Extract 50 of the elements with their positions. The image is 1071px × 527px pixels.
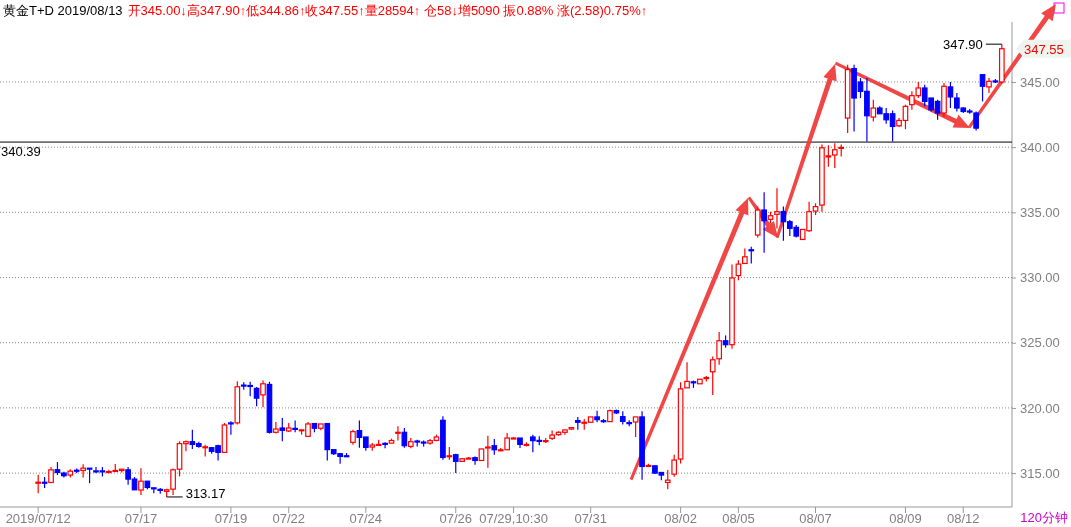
x-tick-label: 2019/07/12	[5, 511, 71, 526]
x-tick-label: 07/17	[124, 511, 158, 526]
y-tick-label: 330.00	[1020, 270, 1060, 286]
candlestick	[228, 420, 234, 436]
candlestick	[632, 416, 639, 438]
candlestick	[279, 417, 286, 442]
candlestick	[472, 455, 478, 466]
candlestick	[260, 379, 266, 408]
y-tick-label: 325.00	[1020, 335, 1060, 351]
candlestick	[253, 386, 260, 407]
text: 120分钟	[1020, 510, 1068, 525]
y-tick-label: 340.00	[1020, 139, 1060, 155]
annotation: 313.17	[185, 485, 226, 501]
candlestick	[716, 331, 722, 366]
candlestick	[382, 441, 388, 449]
candlestick	[401, 427, 408, 449]
candlestick	[273, 421, 279, 435]
candlestick	[35, 474, 42, 494]
candlestick	[870, 99, 877, 123]
candlestick	[138, 467, 144, 496]
x-tick-label: 08/05	[722, 511, 755, 526]
annotation: 347.90	[943, 37, 983, 53]
ref-line-label: 340.39	[1, 144, 41, 160]
x-tick-label: 07/29,10:30	[479, 511, 548, 526]
x-tick-label: 07/26	[439, 511, 473, 526]
candlestick	[395, 425, 401, 441]
y-tick-label: 320.00	[1020, 400, 1060, 416]
candlestick	[979, 74, 986, 102]
candlestick	[709, 355, 716, 396]
candlestick	[292, 419, 298, 433]
candlestick	[594, 410, 600, 423]
x-tick-label: 07/24	[349, 511, 383, 526]
x-tick-label: 07/31	[574, 511, 607, 526]
x-tick-label: 08/02	[664, 511, 697, 526]
text: 347.55	[1024, 41, 1064, 57]
y-tick-label: 315.00	[1020, 465, 1060, 481]
candlestick	[80, 463, 86, 478]
x-tick-label: 07/19	[214, 511, 248, 526]
candlestick	[761, 191, 767, 254]
candlestick	[664, 469, 671, 490]
candlestick	[774, 187, 780, 229]
chart-subtitle: 开345.00↓高347.90↑低344.86↑收347.55↑量28594↑ 仓58↓增5090 振0.88% 涨(2.58)0.75%↑	[127, 3, 648, 18]
x-tick-label: 08/07	[799, 511, 832, 526]
x-tick-label: 07/22	[272, 511, 305, 526]
x-tick-label: 08/09	[889, 511, 922, 526]
y-tick-label: 335.00	[1020, 205, 1060, 221]
y-tick-label: 345.00	[1020, 74, 1060, 90]
candlestick	[684, 361, 690, 389]
chart-title: 黄金T+D 2019/08/13	[3, 3, 123, 18]
x-tick-label: 08/12	[947, 511, 980, 526]
